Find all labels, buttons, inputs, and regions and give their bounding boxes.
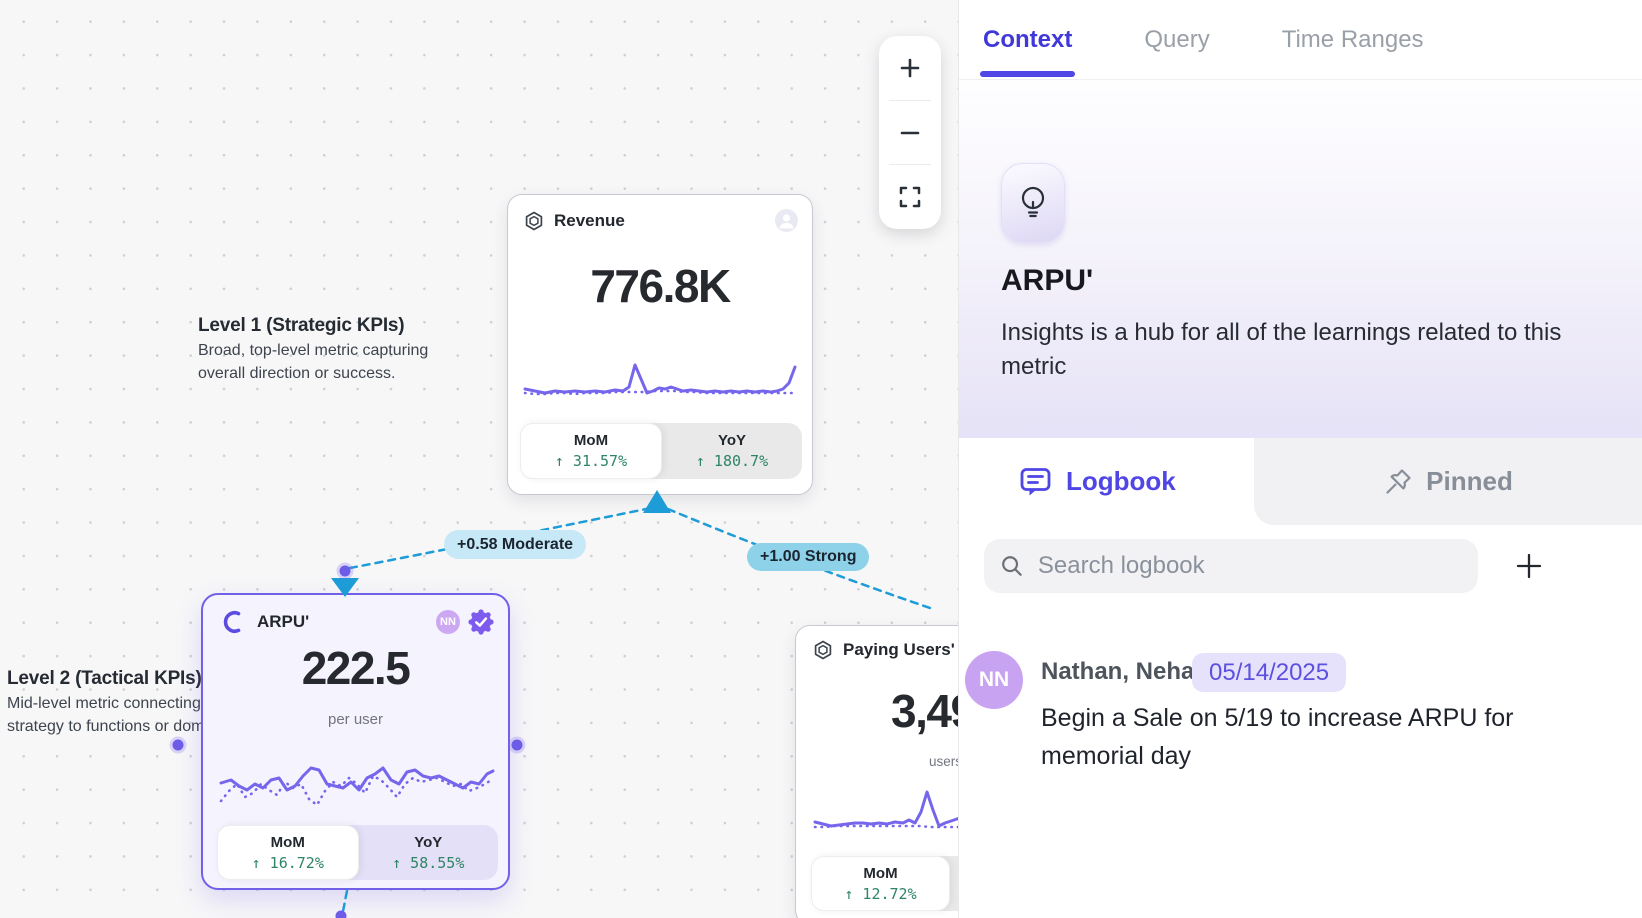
fullscreen-icon xyxy=(899,186,921,208)
hexagon-metric-icon xyxy=(525,211,543,230)
yoy-stat-toggle[interactable]: YoY ↑ 58.55% xyxy=(359,825,499,880)
yoy-value: ↑ 58.55% xyxy=(392,853,465,872)
search-input[interactable] xyxy=(1037,552,1462,580)
fit-view-button[interactable] xyxy=(879,165,941,229)
entry-author: Nathan, Neha xyxy=(1041,658,1195,685)
lightbulb-icon xyxy=(1021,186,1045,218)
entry-avatar: NN xyxy=(965,651,1023,709)
yoy-label: YoY xyxy=(414,833,443,851)
entry-date-badge[interactable]: 05/14/2025 xyxy=(1192,653,1347,692)
metric-value: 3,49 xyxy=(891,685,958,737)
logbook-search[interactable] xyxy=(984,539,1478,593)
canvas-zoom-toolbar xyxy=(879,36,941,229)
toolbar-divider xyxy=(889,164,931,166)
tab-logbook[interactable]: Logbook xyxy=(1019,438,1176,525)
owner-avatar-icon[interactable] xyxy=(775,209,798,232)
mom-value: ↑ 16.72% xyxy=(251,853,324,872)
correlation-label-moderate[interactable]: +0.58 Moderate xyxy=(444,530,587,559)
pin-icon xyxy=(1386,468,1411,494)
logbook-comment-icon xyxy=(1020,468,1051,496)
metric-unit: per user xyxy=(327,711,384,728)
logbook-tab-label: Logbook xyxy=(1066,466,1176,496)
yoy-stat-toggle[interactable] xyxy=(950,856,958,911)
metric-detail-panel: Context Query Time Ranges ARPU' Insights… xyxy=(958,0,1642,918)
search-icon xyxy=(1002,556,1022,576)
mom-stat-toggle[interactable]: MoM ↑ 16.72% xyxy=(217,825,359,880)
metric-name-heading: ARPU' xyxy=(1001,264,1094,297)
mom-stat-toggle[interactable]: MoM ↑ 12.72% xyxy=(811,856,950,911)
correlation-label-strong[interactable]: +1.00 Strong xyxy=(747,543,870,571)
mom-value: ↑ 12.72% xyxy=(844,884,917,903)
verified-check-icon xyxy=(468,609,494,635)
zoom-out-button[interactable] xyxy=(879,101,941,165)
level1-desc-line1: Broad, top-level metric capturing xyxy=(198,342,429,359)
crescent-metric-icon xyxy=(223,611,241,633)
metric-hero: ARPU' Insights is a hub for all of the l… xyxy=(959,80,1642,438)
level2-annotation: Level 2 (Tactical KPIs) Mid-level metric… xyxy=(7,668,238,736)
arpu-metric-card[interactable]: ARPU' NN 222.5 per user xyxy=(201,593,510,890)
logbook-section-tabs: Logbook Pinned xyxy=(959,438,1642,525)
mom-value: ↑ 31.57% xyxy=(554,452,628,470)
tab-pinned[interactable]: Pinned xyxy=(1254,438,1642,525)
metric-unit: users xyxy=(929,754,958,769)
yoy-value: ↑ 180.7% xyxy=(695,452,769,470)
card-title: Paying Users' xyxy=(843,640,955,659)
level2-title: Level 2 (Tactical KPIs) xyxy=(7,668,202,689)
tab-time-ranges[interactable]: Time Ranges xyxy=(1281,25,1424,53)
assignee-avatar[interactable]: NN xyxy=(436,610,460,634)
metric-value: 222.5 xyxy=(301,642,411,694)
mom-label: MoM xyxy=(573,432,609,449)
mom-stat-toggle[interactable]: MoM ↑ 31.57% xyxy=(520,423,662,479)
metric-value: 776.8K xyxy=(590,260,731,312)
entry-text: Begin a Sale on 5/19 to increase ARPU fo… xyxy=(1041,704,1514,770)
level2-desc-line1: Mid-level metric connecting xyxy=(7,695,201,712)
hexagon-metric-icon xyxy=(814,640,832,660)
metric-description: Insights is a hub for all of the learnin… xyxy=(1001,319,1562,380)
paying-users-sparkline xyxy=(813,790,958,829)
insights-icon-tile xyxy=(1001,163,1065,243)
arpu-sparkline xyxy=(219,766,495,807)
pinned-tab-label: Pinned xyxy=(1426,466,1513,496)
revenue-sparkline xyxy=(523,363,797,396)
edge-arpu-down xyxy=(340,889,349,917)
plus-icon xyxy=(1516,553,1542,579)
card-title: ARPU' xyxy=(257,612,310,631)
zoom-in-button[interactable] xyxy=(879,36,941,100)
level1-title: Level 1 (Strategic KPIs) xyxy=(198,315,405,336)
revenue-metric-card[interactable]: Revenue 776.8K MoM ↑ 31.57% YoY ↑ 180.7% xyxy=(507,194,813,495)
minus-icon xyxy=(900,131,920,134)
panel-tab-bar: Context Query Time Ranges xyxy=(959,0,1642,80)
level1-annotation: Level 1 (Strategic KPIs) Broad, top-leve… xyxy=(198,315,428,383)
mom-label: MoM xyxy=(863,864,898,882)
yoy-stat-toggle[interactable]: YoY ↑ 180.7% xyxy=(662,423,802,479)
yoy-label: YoY xyxy=(717,432,747,449)
tab-context[interactable]: Context xyxy=(979,25,1076,77)
plus-icon xyxy=(900,58,920,78)
card-title: Revenue xyxy=(554,210,625,230)
add-logbook-entry-button[interactable] xyxy=(1511,548,1547,584)
tab-query[interactable]: Query xyxy=(1144,25,1210,53)
level1-desc-line2: overall direction or success. xyxy=(198,365,396,382)
toolbar-divider xyxy=(889,99,931,101)
level2-desc-line2: strategy to functions or domains. xyxy=(7,718,239,735)
metric-tree-canvas[interactable]: Level 1 (Strategic KPIs) Broad, top-leve… xyxy=(0,0,958,918)
paying-users-metric-card[interactable]: Paying Users' 3,49 users MoM ↑ 12.72% xyxy=(795,625,958,918)
mom-label: MoM xyxy=(270,833,305,851)
